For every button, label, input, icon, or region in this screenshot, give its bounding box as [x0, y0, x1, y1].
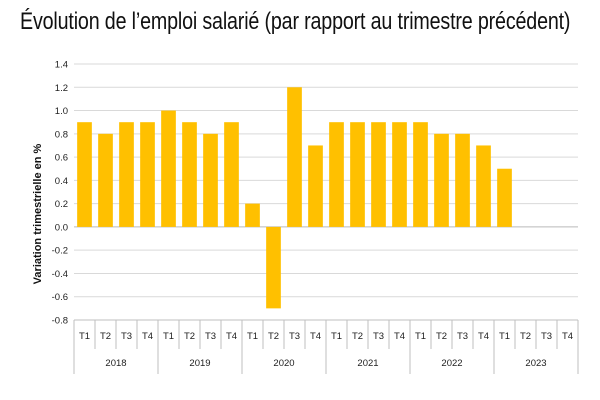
- x-year-label: 2021: [357, 358, 378, 369]
- x-quarter-label: T3: [121, 331, 132, 342]
- x-quarter-label: T4: [562, 331, 573, 342]
- y-tick-label: 1.2: [55, 83, 68, 94]
- x-quarter-label: T2: [436, 331, 447, 342]
- x-quarter-label: T2: [352, 331, 363, 342]
- y-tick-label: 1.0: [55, 106, 68, 117]
- y-tick-label: 0.0: [55, 222, 68, 233]
- bar: [413, 122, 428, 227]
- x-year-label: 2018: [105, 358, 126, 369]
- x-quarter-label: T2: [184, 331, 195, 342]
- gridlines: [74, 63, 578, 321]
- bar: [203, 133, 218, 227]
- bar: [455, 133, 470, 227]
- x-quarter-label: T4: [478, 331, 489, 342]
- bar: [497, 168, 512, 227]
- y-tick-label: 0.4: [55, 176, 68, 187]
- bar: [434, 133, 449, 227]
- bar: [245, 203, 260, 227]
- x-quarter-label: T1: [331, 331, 342, 342]
- x-axis: T1 T2 T3 T4 T1 T2 T3 T4 T1 T2 T3 T4 T1 T2 T3 T4 T1 T2 T3 T4…: [73, 319, 579, 374]
- x-quarter-label: T2: [520, 331, 531, 342]
- y-axis-label: Variation trimestrielle en %: [32, 143, 44, 284]
- x-quarter-label: T2: [100, 331, 111, 342]
- y-axis-ticks: 1.4 1.2 1.0 0.8 0.6 0.4 0.2 0.0 -0.2 -0.4 -0.6 -0.8: [52, 60, 68, 327]
- bar: [266, 226, 281, 309]
- bar: [329, 122, 344, 227]
- y-tick-label: -0.4: [52, 269, 68, 280]
- bar: [287, 87, 302, 227]
- x-year-label: 2022: [441, 358, 462, 369]
- x-year-label: 2023: [525, 358, 546, 369]
- y-tick-label: 0.6: [55, 153, 68, 164]
- x-quarter-label: T1: [79, 331, 90, 342]
- x-quarter-label: T3: [541, 331, 552, 342]
- bar: [119, 122, 134, 227]
- x-quarter-label: T4: [142, 331, 153, 342]
- x-quarter-label: T3: [205, 331, 216, 342]
- bar: [308, 145, 323, 227]
- x-year-label: 2020: [273, 358, 294, 369]
- bar: [392, 122, 407, 227]
- bar: [182, 122, 197, 227]
- y-tick-label: 1.4: [55, 60, 68, 71]
- y-tick-label: -0.2: [52, 246, 68, 257]
- x-quarter-label: T2: [268, 331, 279, 342]
- bar: [98, 133, 113, 227]
- bar: [371, 122, 386, 227]
- bar: [161, 110, 176, 227]
- bar: [350, 122, 365, 227]
- x-quarter-label: T4: [394, 331, 405, 342]
- bar: [77, 122, 92, 227]
- x-quarter-label: T1: [163, 331, 174, 342]
- x-quarter-label: T3: [289, 331, 300, 342]
- x-quarter-label: T4: [310, 331, 321, 342]
- y-tick-label: -0.8: [52, 316, 68, 327]
- bar: [224, 122, 239, 227]
- x-quarter-label: T1: [247, 331, 258, 342]
- x-quarter-label: T1: [415, 331, 426, 342]
- y-tick-label: -0.6: [52, 292, 68, 303]
- x-quarter-label: T3: [373, 331, 384, 342]
- x-quarter-label: T4: [226, 331, 237, 342]
- chart-title: Évolution de l’emploi salarié (par rappo…: [20, 8, 571, 35]
- y-tick-label: 0.2: [55, 199, 68, 210]
- y-tick-label: 0.8: [55, 129, 68, 140]
- bars: [77, 87, 512, 309]
- bar: [140, 122, 155, 227]
- x-year-label: 2019: [189, 358, 210, 369]
- x-quarter-label: T1: [499, 331, 510, 342]
- bar: [476, 145, 491, 227]
- x-quarter-label: T3: [457, 331, 468, 342]
